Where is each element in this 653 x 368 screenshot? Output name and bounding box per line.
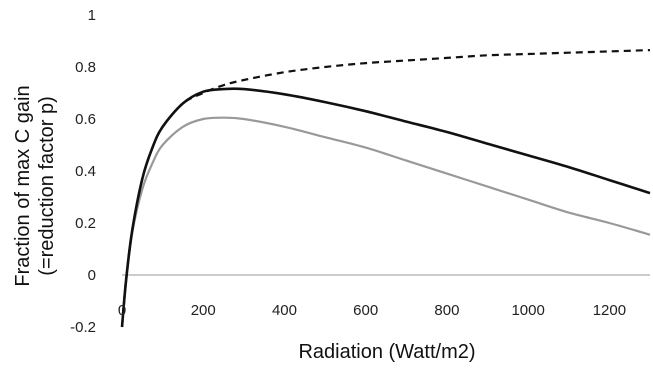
x-tick-label: 1200 — [593, 302, 626, 319]
x-tick-label: 600 — [353, 302, 378, 319]
y-tick-label: 0.4 — [75, 163, 96, 180]
x-tick-label: 400 — [272, 302, 297, 319]
series-line-gray — [120, 116, 651, 328]
x-tick-label: 200 — [191, 302, 216, 319]
y-tick-label: 0 — [88, 267, 96, 284]
y-tick-label: 0.2 — [75, 215, 96, 232]
y-axis-title-line2: (=reduction factor p) — [36, 96, 58, 276]
y-tick-label: 1 — [88, 7, 96, 24]
series-line-black — [120, 87, 651, 328]
x-tick-label: 0 — [118, 302, 126, 319]
y-tick-label: -0.2 — [70, 319, 96, 336]
x-tick-label: 1000 — [511, 302, 544, 319]
y-tick-label: 0.6 — [75, 111, 96, 128]
y-axis-title-line1: Fraction of max C gain — [12, 85, 34, 286]
y-tick-label: 0.8 — [75, 59, 96, 76]
x-tick-label: 800 — [434, 302, 459, 319]
x-axis-title: Radiation (Watt/m2) — [298, 341, 475, 363]
